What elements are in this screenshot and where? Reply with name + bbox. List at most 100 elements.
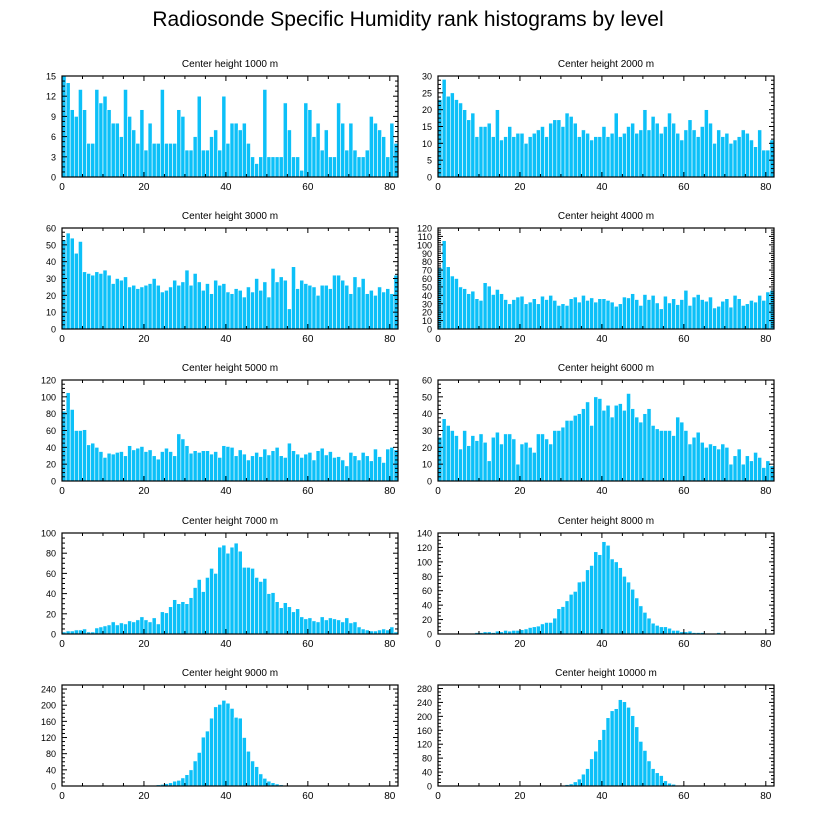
histogram-bar: [540, 433, 545, 482]
histogram-bar: [233, 455, 239, 482]
histogram-bar: [385, 629, 391, 635]
histogram-bar: [131, 284, 137, 330]
histogram-bar: [369, 460, 374, 482]
histogram-bar: [556, 608, 562, 635]
histogram-bar: [601, 409, 607, 482]
y-tick-label: 0: [427, 173, 432, 183]
histogram-bar: [601, 126, 607, 178]
x-tick-label: 20: [514, 486, 526, 497]
histogram-bar: [311, 620, 317, 635]
x-tick-label: 80: [760, 182, 772, 193]
histogram-bar: [527, 301, 533, 330]
histogram-bar: [695, 294, 701, 330]
x-tick-label: 0: [59, 639, 65, 650]
y-tick-label: 80: [422, 257, 432, 267]
histogram-bar: [454, 435, 459, 482]
histogram-bar: [568, 420, 574, 482]
histogram-bar: [217, 546, 223, 635]
histogram-bar: [449, 92, 455, 178]
histogram-bar: [634, 299, 640, 330]
histogram-bar: [131, 129, 137, 178]
histogram-bar: [663, 295, 668, 330]
histogram-bar: [626, 581, 631, 635]
x-tick-label: 60: [302, 791, 314, 802]
histogram-bar: [511, 299, 517, 330]
histogram-bar: [720, 300, 726, 330]
histogram-bar: [646, 760, 652, 787]
histogram-bar: [205, 149, 210, 178]
histogram-bar: [531, 626, 537, 635]
histogram-bar: [646, 299, 652, 330]
y-tick-label: 12: [46, 92, 56, 102]
histogram-bar: [552, 617, 558, 635]
histogram-bar: [299, 457, 305, 482]
histogram-bar: [622, 575, 627, 635]
histogram-bar: [441, 240, 447, 330]
histogram-bar: [364, 149, 370, 178]
histogram-bar: [143, 149, 149, 178]
histogram-bar: [377, 629, 382, 635]
y-tick-label: 10: [422, 460, 432, 470]
histogram-bar: [73, 252, 79, 330]
histogram-bar: [581, 581, 586, 635]
histogram-bar: [94, 271, 100, 330]
histogram-bar: [626, 297, 631, 330]
y-tick-label: 0: [427, 782, 432, 792]
histogram-bar: [577, 778, 582, 787]
histogram-bar: [295, 288, 300, 330]
panel-title: Center height 4000 m: [558, 211, 654, 222]
histogram-bar: [454, 99, 459, 178]
histogram-bar: [732, 139, 738, 178]
histogram-bar: [233, 288, 239, 330]
histogram-bar: [495, 289, 500, 330]
histogram-bar: [593, 396, 599, 482]
histogram-bar: [291, 450, 296, 482]
panel-title: Center height 1000 m: [182, 59, 278, 70]
histogram-bar: [458, 448, 463, 482]
histogram-bar: [352, 455, 358, 482]
histogram-bar: [364, 629, 370, 635]
histogram-bar: [94, 89, 100, 178]
histogram-bar: [172, 599, 178, 635]
histogram-bar: [114, 122, 120, 178]
histogram-bar: [106, 452, 112, 482]
histogram-bar: [728, 463, 734, 482]
histogram-bar: [143, 451, 149, 482]
histogram-bar: [757, 295, 763, 330]
histogram-bar: [381, 462, 387, 482]
histogram-bar: [315, 122, 321, 178]
histogram-bar: [708, 122, 713, 178]
histogram-bar: [581, 129, 586, 178]
y-tick-label: 100: [41, 392, 56, 402]
histogram-bar: [323, 619, 329, 635]
y-tick-label: 30: [422, 72, 432, 82]
histogram-bar: [98, 102, 104, 178]
panel-title: Center height 5000 m: [182, 363, 278, 374]
histogram-bar: [241, 737, 247, 787]
x-tick-label: 60: [678, 639, 690, 650]
histogram-bar: [638, 741, 644, 787]
y-tick-label: 9: [51, 112, 56, 122]
histogram-bar: [630, 715, 635, 787]
histogram-bar: [581, 408, 586, 482]
histogram-bar: [519, 295, 525, 330]
histogram-bar: [499, 293, 504, 330]
histogram-bar: [470, 435, 476, 482]
y-tick-label: 110: [418, 232, 432, 242]
histogram-bar: [225, 143, 231, 178]
histogram-bar: [250, 455, 255, 482]
histogram-bar: [523, 628, 529, 635]
histogram-bar: [437, 436, 443, 482]
histogram-bar: [73, 430, 79, 482]
x-tick-label: 80: [384, 639, 396, 650]
histogram-bar: [385, 448, 391, 482]
y-tick-label: 80: [46, 409, 56, 419]
histogram-bar: [258, 581, 264, 635]
histogram-bar: [143, 284, 149, 330]
panel-3: Center height 3000 m 0 20 40 60 80 0 10 20 30 40 50…: [46, 211, 399, 345]
histogram-bar: [344, 149, 350, 178]
histogram-bar: [458, 286, 463, 330]
panel-6: Center height 6000 m 0 20 40 60 80 0 10 20 30 40 50…: [422, 363, 775, 497]
histogram-bar: [237, 717, 243, 787]
histogram-bar: [704, 447, 709, 482]
